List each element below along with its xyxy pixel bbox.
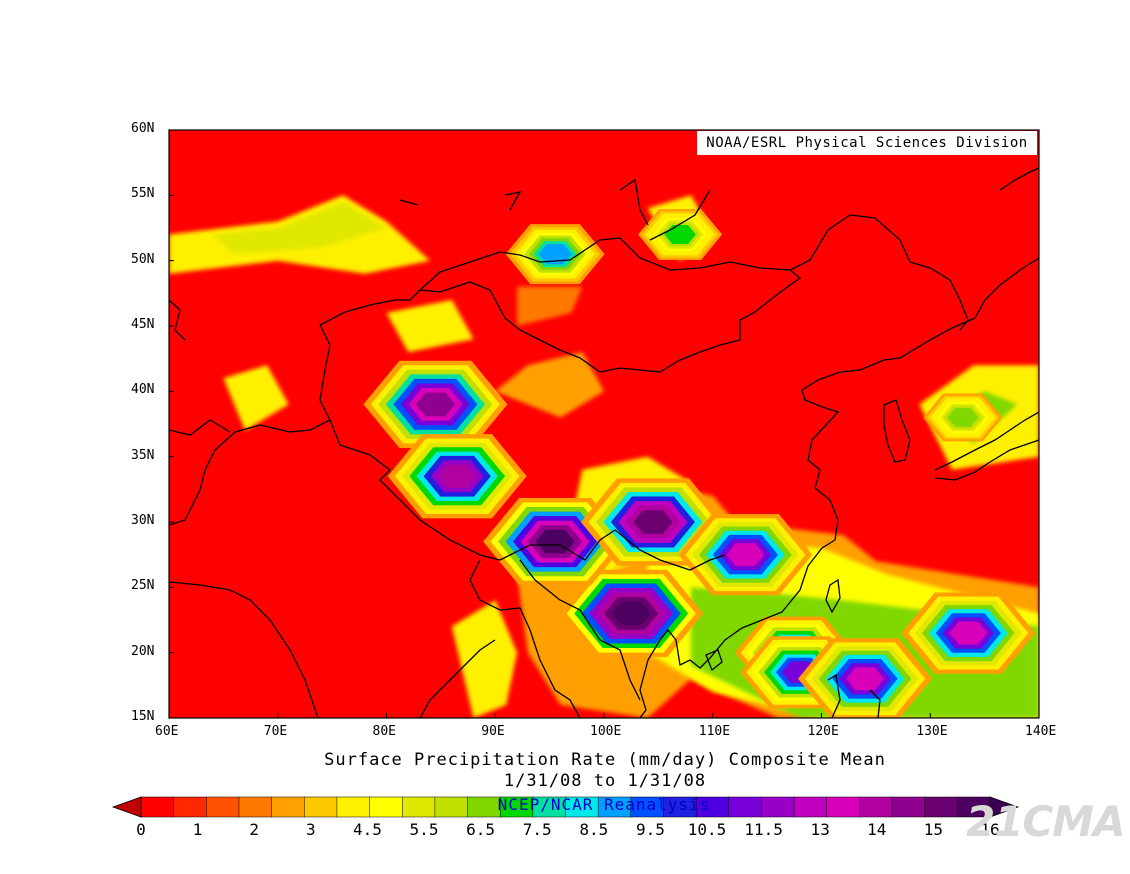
colorbar-label: 7.5 <box>522 820 552 839</box>
lat-tick-label: 60N <box>131 121 155 136</box>
lon-tick-label: 60E <box>155 724 179 739</box>
precip-field <box>169 130 1039 718</box>
lat-tick-label: 40N <box>131 382 155 398</box>
watermark-logo: 21CMA <box>966 797 1126 846</box>
lon-tick-label: 110E <box>698 724 731 739</box>
colorbar-label: 4.5 <box>352 820 382 839</box>
colorbar-label: 10.5 <box>687 820 727 839</box>
precip-peak-contour <box>611 601 651 626</box>
precip-zone <box>212 201 387 255</box>
colorbar-extend-low <box>111 796 142 818</box>
precip-zone <box>223 365 289 431</box>
lon-tick-label: 90E <box>481 724 505 739</box>
colorbar-label: 15 <box>923 820 944 839</box>
colorbar-extend-high <box>989 796 1020 818</box>
lon-tick-label: 80E <box>372 724 396 739</box>
coastlines-borders <box>169 167 1039 718</box>
precip-peak-contour <box>664 225 696 245</box>
credit-label: NOAA/ESRL Physical Sciences Division <box>697 131 1037 155</box>
lat-tick-label: 15N <box>131 709 155 724</box>
precip-zone <box>517 286 583 326</box>
precip-peak-contour <box>633 510 673 534</box>
precip-peak-contour <box>538 244 572 265</box>
colorbar-label: 9.5 <box>635 820 665 839</box>
colorbar-label: 6.5 <box>466 820 496 839</box>
lat-tick-label: 20N <box>131 643 155 659</box>
colorbar-label: 3 <box>305 820 316 839</box>
lon-tick-label: 140E <box>1025 724 1057 739</box>
colorbar-label: 13 <box>810 820 830 839</box>
precip-zone <box>386 299 474 353</box>
lon-tick-label: 120E <box>807 724 839 739</box>
colorbar-label: 5.5 <box>409 820 439 839</box>
colorbar-label: 1 <box>192 820 203 839</box>
axis-ticks <box>168 129 1040 719</box>
precip-peak-contour <box>415 392 455 417</box>
precip-zone <box>495 352 604 418</box>
lat-tick-label: 30N <box>131 513 155 528</box>
colorbar-label: 2 <box>249 820 260 839</box>
lat-tick-label: 35N <box>131 447 155 463</box>
precip-peak-contour <box>947 408 979 427</box>
source-label: NCEP/NCAR Reanalysis <box>497 795 711 814</box>
colorbar-label: 8.5 <box>579 820 609 839</box>
colorbar-label: 14 <box>867 820 887 839</box>
lat-tick-label: 50N <box>131 251 155 267</box>
map-date-range: 1/31/08 to 1/31/08 <box>503 771 707 791</box>
colorbar <box>111 796 1020 818</box>
lat-tick-label: 55N <box>131 186 155 202</box>
lon-tick-label: 130E <box>916 724 948 739</box>
precip-zone <box>451 600 517 718</box>
precip-peak-contour <box>949 621 988 645</box>
colorbar-label: 11.5 <box>744 820 783 839</box>
colorbar-label: 0 <box>136 820 146 839</box>
colorbar-label: 16 <box>980 820 1000 839</box>
lat-tick-label: 45N <box>131 317 155 332</box>
map-title: Surface Precipitation Rate (mm/day) Comp… <box>324 750 886 770</box>
lat-tick-label: 25N <box>131 578 155 594</box>
lon-tick-label: 70E <box>263 724 288 739</box>
lon-tick-label: 100E <box>590 724 622 739</box>
precip-peak-contour <box>846 667 884 691</box>
precip-peak-contour <box>726 543 765 567</box>
precip-peak-contour <box>438 464 477 488</box>
